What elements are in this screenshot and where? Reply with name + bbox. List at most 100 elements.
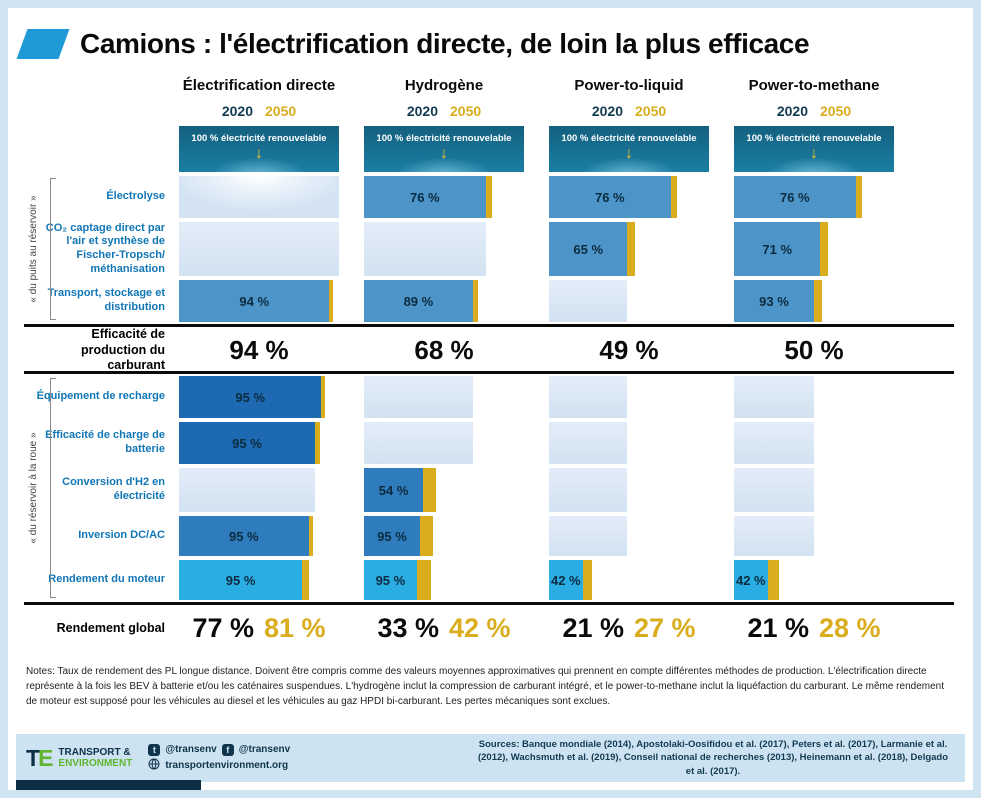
row-label-electrolyse: Électrolyse bbox=[106, 190, 165, 203]
bar-cell bbox=[734, 514, 919, 558]
baseline-bar bbox=[179, 176, 339, 218]
bar-track bbox=[734, 468, 894, 512]
bar-track bbox=[549, 280, 709, 322]
bar-value-label: 95 % bbox=[225, 572, 256, 588]
global-2020-value: 21 % bbox=[747, 613, 809, 643]
bar-track: 95 % bbox=[179, 516, 339, 556]
bar-track: 95 % bbox=[179, 376, 339, 418]
transport-environment-logo: TE TRANSPORT & ENVIRONMENT bbox=[26, 745, 132, 772]
bar-cell bbox=[549, 466, 734, 514]
renewable-banner: 100 % électricité renouvelable ↓ bbox=[734, 126, 894, 172]
bar-value-label: 94 % bbox=[239, 293, 270, 309]
bar-track bbox=[549, 422, 709, 464]
bar-track: 65 % bbox=[549, 222, 709, 276]
footer-bar: TE TRANSPORT & ENVIRONMENT t @transenv f… bbox=[16, 734, 965, 782]
row-label-co2-captage: CO₂ captage direct par l'air et synthèse… bbox=[45, 221, 165, 275]
row-label-transport-stockage: Transport, stockage et distribution bbox=[47, 287, 165, 313]
column-title-power-to-liquid: Power-to-liquid bbox=[574, 76, 684, 94]
bar-track: 95 % bbox=[364, 560, 524, 600]
year-2020-label: 2020 bbox=[776, 103, 808, 119]
bar-track: 95 % bbox=[179, 560, 339, 600]
chart-row-electrolyse: Électrolyse 76 % 76 % 76 % bbox=[24, 174, 954, 220]
bar-value-label: 76 % bbox=[594, 189, 625, 205]
empty-corner bbox=[24, 72, 179, 98]
bar-value-label: 89 % bbox=[403, 293, 434, 309]
bar-track: 42 % bbox=[734, 560, 894, 600]
down-arrow-icon: ↓ bbox=[625, 145, 633, 162]
bar-track bbox=[549, 516, 709, 556]
te-logo-icon: TE bbox=[26, 744, 53, 771]
renewable-label: 100 % électricité renouvelable bbox=[376, 133, 512, 144]
bar-track: 89 % bbox=[364, 280, 524, 322]
bar-track: 76 % bbox=[364, 176, 524, 218]
global-efficiency-row: Rendement global 77 % 81 % 33 % 42 % 21 % 2… bbox=[24, 602, 954, 652]
bar-track bbox=[734, 376, 894, 418]
bar-cell: 95 % bbox=[364, 558, 549, 602]
twitter-icon: t bbox=[148, 743, 161, 756]
year-2050-label: 2050 bbox=[635, 103, 667, 119]
global-2050-value: 28 % bbox=[819, 613, 881, 643]
chart-row-transport-stockage: Transport, stockage et distribution 94 %… bbox=[24, 278, 954, 324]
bar-value-label: 76 % bbox=[779, 189, 810, 205]
bar-value-label: 76 % bbox=[409, 189, 440, 205]
column-headers-row: Électrification directe Hydrogène Power-… bbox=[24, 72, 954, 98]
production-value: 68 % bbox=[414, 334, 474, 365]
bar-cell bbox=[549, 514, 734, 558]
page-title: Camions : l'électrification directe, de … bbox=[80, 28, 810, 59]
bar-cell: 95 % bbox=[179, 420, 364, 466]
baseline-bar bbox=[734, 422, 814, 464]
baseline-bar bbox=[364, 422, 473, 464]
bar-cell: 95 % bbox=[364, 514, 549, 558]
bar-cell bbox=[364, 220, 549, 278]
row-label-equipement-recharge: Équipement de recharge bbox=[36, 390, 165, 403]
production-efficiency-row: Efficacité de production du carburant 94… bbox=[24, 324, 954, 374]
production-value: 94 % bbox=[229, 334, 289, 365]
year-2020-label: 2020 bbox=[221, 103, 253, 119]
bar-value-label: 95 % bbox=[377, 528, 407, 544]
bar-cell: 42 % bbox=[549, 558, 734, 602]
bar-track bbox=[364, 222, 524, 276]
bar-cell: 76 % bbox=[734, 174, 919, 220]
year-2050-label: 2050 bbox=[265, 103, 297, 119]
bar-track: 42 % bbox=[549, 560, 709, 600]
year-2020-label: 2020 bbox=[406, 103, 438, 119]
bar-value-label: 65 % bbox=[573, 241, 604, 257]
year-2050-label: 2050 bbox=[450, 103, 482, 119]
bar-cell: 54 % bbox=[364, 466, 549, 514]
bar-track bbox=[549, 468, 709, 512]
row-label-rendement-global: Rendement global bbox=[56, 620, 165, 635]
website-url: transportenvironment.org bbox=[165, 759, 289, 771]
baseline-bar bbox=[734, 376, 814, 418]
bar-track bbox=[549, 376, 709, 418]
bar-value-label: 95 % bbox=[228, 528, 259, 544]
bar-track bbox=[364, 376, 524, 418]
section-label-tank-to-wheel: « du réservoir à la roue » bbox=[28, 432, 39, 544]
baseline-bar bbox=[549, 516, 628, 556]
baseline-bar bbox=[364, 376, 473, 418]
bar-cell: 76 % bbox=[364, 174, 549, 220]
row-label-rendement-moteur: Rendement du moteur bbox=[48, 573, 165, 586]
production-value: 50 % bbox=[784, 334, 844, 365]
bar-track bbox=[734, 516, 894, 556]
facebook-icon: f bbox=[221, 743, 234, 756]
baseline-bar bbox=[179, 468, 315, 512]
bar-cell bbox=[549, 374, 734, 420]
bar-value-label: 42 % bbox=[550, 572, 581, 588]
notes-text: Notes: Taux de rendement des PL longue d… bbox=[26, 666, 944, 707]
bar-2020: 93 % bbox=[734, 280, 814, 322]
baseline-bar bbox=[734, 516, 814, 556]
baseline-bar bbox=[549, 468, 628, 512]
renewable-banner: 100 % électricité renouvelable ↓ bbox=[549, 126, 709, 172]
bar-cell: 95 % bbox=[179, 514, 364, 558]
bar-cell bbox=[734, 466, 919, 514]
infographic-frame: Camions : l'électrification directe, de … bbox=[8, 8, 973, 790]
section-label-well-to-tank: « du puits au réservoir » bbox=[28, 195, 39, 303]
row-label-charge-batterie: Efficacité de charge de batterie bbox=[45, 429, 165, 455]
efficiency-chart: Électrification directe Hydrogène Power-… bbox=[24, 72, 954, 652]
bar-cell bbox=[549, 278, 734, 324]
facebook-handle: @transenv bbox=[238, 744, 291, 755]
bar-cell bbox=[364, 374, 549, 420]
bar-value-label: 95 % bbox=[375, 572, 406, 588]
bar-value-label: 42 % bbox=[735, 572, 766, 588]
column-title-electrification: Électrification directe bbox=[182, 76, 336, 94]
